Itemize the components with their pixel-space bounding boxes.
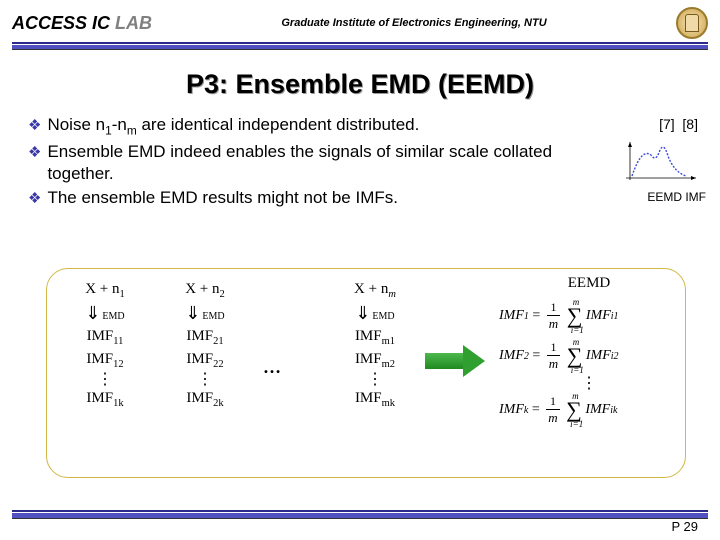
emd-column: X + nm ⇓EMD IMFm1 IMFm2 ⋮ IMFmk	[335, 281, 415, 409]
imf-output: IMFm1	[335, 328, 415, 347]
imf-output: IMF12	[65, 351, 145, 370]
imf-output: IMF22	[165, 351, 245, 370]
green-arrow-icon	[425, 345, 487, 377]
slide-title: P3: Ensemble EMD (EEMD)	[0, 69, 720, 100]
column-input: X + nm	[335, 281, 415, 300]
eemd-heading: EEMD	[499, 275, 679, 292]
horizontal-dots-icon: …	[263, 357, 281, 378]
diamond-icon: ❖	[28, 143, 41, 163]
lab-suffix: LAB	[115, 13, 152, 33]
column-input: X + n1	[65, 281, 145, 300]
vertical-dots-icon: ⋮	[499, 380, 679, 388]
emd-column: X + n1 ⇓EMD IMF11 IMF12 ⋮ IMF1k	[65, 281, 145, 409]
eemd-formula: IMFk = 1m ∑mi=1 IMFik	[499, 394, 679, 426]
bullet-list: ❖ Noise n1-nm are identical independent …	[28, 114, 558, 209]
emd-arrow: ⇓EMD	[65, 304, 145, 324]
institute-name: Graduate Institute of Electronics Engine…	[281, 17, 546, 29]
diamond-icon: ❖	[28, 189, 41, 209]
ref: [8]	[682, 116, 698, 132]
body-area: ❖ Noise n1-nm are identical independent …	[0, 100, 720, 209]
eemd-imf-plot-label: EEMD IMF	[647, 190, 706, 204]
header-rule-thick	[12, 45, 708, 49]
imf-output: IMFmk	[335, 390, 415, 409]
imf-output: IMF2k	[165, 390, 245, 409]
ntu-seal-icon	[676, 7, 708, 39]
bullet-item: ❖ The ensemble EMD results might not be …	[28, 187, 558, 209]
bullet-item: ❖ Noise n1-nm are identical independent …	[28, 114, 558, 139]
emd-arrow: ⇓EMD	[165, 304, 245, 324]
bullet-item: ❖ Ensemble EMD indeed enables the signal…	[28, 141, 558, 185]
header-rule-thin	[12, 42, 708, 44]
emd-column: X + n2 ⇓EMD IMF21 IMF22 ⋮ IMF2k	[165, 281, 245, 409]
page-number: P 29	[671, 519, 698, 534]
lab-name: ACCESS IC LAB	[12, 13, 152, 34]
imf-output: IMF11	[65, 328, 145, 347]
vertical-dots-icon: ⋮	[165, 376, 245, 384]
vertical-dots-icon: ⋮	[65, 376, 145, 384]
imf-output: IMF1k	[65, 390, 145, 409]
footer-rule	[12, 510, 708, 518]
eemd-formula: IMF1 = 1m ∑mi=1 IMFi1	[499, 300, 679, 332]
vertical-dots-icon: ⋮	[335, 376, 415, 384]
slide-header: ACCESS IC LAB Graduate Institute of Elec…	[0, 0, 720, 40]
lab-prefix: ACCESS IC	[12, 13, 115, 33]
reference-citations: [7] [8]	[659, 116, 698, 132]
bullet-text: Noise n1-nm are identical independent di…	[47, 114, 419, 139]
eemd-formula: IMF2 = 1m ∑mi=1 IMFi2	[499, 340, 679, 372]
eemd-diagram: X + n1 ⇓EMD IMF11 IMF12 ⋮ IMF1k X + n2 ⇓…	[46, 268, 686, 478]
bullet-text: The ensemble EMD results might not be IM…	[47, 187, 398, 209]
column-input: X + n2	[165, 281, 245, 300]
ref: [7]	[659, 116, 675, 132]
bullet-text: Ensemble EMD indeed enables the signals …	[47, 141, 558, 185]
imf-output: IMF21	[165, 328, 245, 347]
eemd-output-column: EEMD IMF1 = 1m ∑mi=1 IMFi1 IMF2 = 1m ∑mi…	[499, 275, 679, 434]
eemd-imf-plot-icon	[620, 138, 700, 184]
diamond-icon: ❖	[28, 116, 41, 136]
imf-output: IMFm2	[335, 351, 415, 370]
emd-arrow: ⇓EMD	[335, 304, 415, 324]
